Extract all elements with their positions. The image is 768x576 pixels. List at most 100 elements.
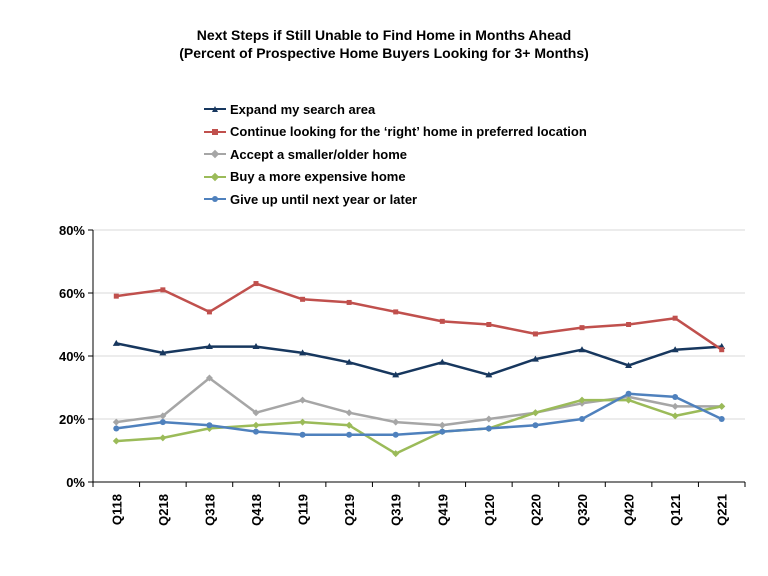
data-point-s2-Q118 [112,418,120,426]
data-point-s0-Q418 [252,343,260,350]
data-point-s3-Q121 [671,412,679,420]
x-tick-label-Q420: Q420 [622,494,637,526]
data-point-s1-Q419 [439,318,445,324]
data-point-s0-Q119 [299,349,307,356]
data-point-s2-Q419 [438,421,446,429]
y-tick-label: 40% [59,349,85,364]
x-tick-label-Q218: Q218 [156,494,171,526]
series-line-1 [116,282,723,351]
x-tick-label-Q319: Q319 [389,494,404,526]
data-point-s4-Q221 [718,416,725,422]
x-tick-label-Q418: Q418 [249,494,264,526]
data-point-s0-Q121 [671,346,679,353]
legend-swatch-accept-smaller [204,149,226,159]
x-tick-label-Q320: Q320 [575,494,590,526]
data-point-s3-Q420 [625,396,633,404]
data-point-s1-Q220 [532,331,538,337]
data-point-s1-Q221 [719,347,725,353]
chart-legend: Expand my search area Continue looking f… [204,98,587,211]
data-point-s4-Q119 [299,431,306,438]
data-point-s1-Q319 [393,309,399,315]
data-point-s3-Q119 [299,418,307,426]
data-point-s4-Q220 [532,422,539,429]
data-point-s2-Q418 [252,409,260,417]
data-point-s1-Q119 [300,296,306,302]
data-point-s1-Q420 [626,322,632,327]
chart-title-line-1: Next Steps if Still Unable to Find Home … [196,27,572,43]
data-point-s4-Q320 [579,416,585,422]
data-point-s0-Q420 [625,361,633,368]
y-tick-label: 20% [59,412,85,427]
legend-label-give-up: Give up until next year or later [230,191,418,207]
data-point-s0-Q419 [438,358,446,365]
data-point-s3-Q220 [531,409,539,417]
data-point-s3-Q218 [159,434,167,442]
data-point-s3-Q221 [718,402,726,410]
data-point-s4-Q419 [439,428,446,435]
y-tick-label: 60% [59,286,85,301]
x-tick-label-Q219: Q219 [342,494,357,526]
legend-item-continue-looking: Continue looking for the ‘right’ home in… [204,121,587,144]
data-point-s3-Q319 [392,450,400,458]
data-point-s0-Q219 [345,358,353,365]
x-tick-label-Q419: Q419 [435,494,450,526]
data-point-s4-Q120 [485,425,492,432]
data-point-s4-Q218 [159,419,166,426]
data-point-s1-Q120 [486,322,492,327]
data-point-s3-Q320 [578,396,586,404]
data-point-s0-Q318 [205,343,213,350]
data-point-s1-Q219 [346,299,352,305]
data-point-s4-Q121 [672,393,679,400]
data-point-s0-Q218 [159,349,167,356]
data-point-s0-Q118 [112,339,120,346]
data-point-s0-Q320 [578,346,586,353]
data-point-s1-Q320 [579,325,585,331]
legend-item-expand-search: Expand my search area [204,98,587,121]
data-point-s3-Q219 [345,421,353,429]
data-point-s2-Q218 [159,412,167,420]
data-point-s4-Q418 [253,428,259,435]
y-tick-label: 0% [66,475,85,490]
legend-label-buy-expensive: Buy a more expensive home [230,169,406,185]
data-point-s3-Q118 [112,437,120,445]
data-point-s0-Q319 [392,371,400,378]
x-tick-label-Q121: Q121 [668,494,683,526]
x-tick-label-Q318: Q318 [202,494,217,526]
chart-title: Next Steps if Still Unable to Find Home … [0,26,768,62]
series-line-4 [116,392,723,437]
data-point-s1-Q118 [113,293,119,299]
data-point-s2-Q319 [392,418,400,426]
data-point-s2-Q121 [671,402,679,410]
data-point-s1-Q121 [672,315,678,321]
legend-label-expand-search: Expand my search area [230,101,376,117]
data-point-s0-Q220 [531,355,539,362]
data-point-s2-Q318 [205,374,213,382]
data-point-s1-Q218 [160,287,166,293]
y-tick-label: 80% [59,223,85,238]
chart-title-line-2: (Percent of Prospective Home Buyers Look… [179,45,589,61]
legend-swatch-buy-expensive [204,172,226,182]
data-point-s4-Q219 [346,431,353,438]
legend-item-accept-smaller: Accept a smaller/older home [204,143,587,166]
legend-label-accept-smaller: Accept a smaller/older home [230,146,408,162]
data-point-s4-Q318 [206,422,213,429]
data-point-s1-Q318 [206,309,212,315]
data-point-s1-Q418 [253,281,259,287]
data-point-s2-Q120 [485,415,493,423]
x-tick-label-Q120: Q120 [482,494,497,526]
x-tick-label-Q221: Q221 [715,494,730,526]
x-tick-label-Q118: Q118 [109,494,124,525]
legend-swatch-continue-looking [204,127,226,137]
legend-swatch-give-up [204,194,226,204]
legend-swatch-expand-search [204,104,226,114]
data-point-s2-Q219 [345,409,353,417]
legend-label-continue-looking: Continue looking for the ‘right’ home in… [230,124,587,140]
data-point-s2-Q119 [299,396,307,404]
series-line-0 [116,342,722,377]
legend-item-buy-expensive: Buy a more expensive home [204,166,587,189]
data-point-s4-Q118 [113,425,120,432]
data-point-s4-Q319 [392,431,399,438]
x-tick-label-Q119: Q119 [296,494,311,525]
data-point-s3-Q418 [252,421,260,429]
